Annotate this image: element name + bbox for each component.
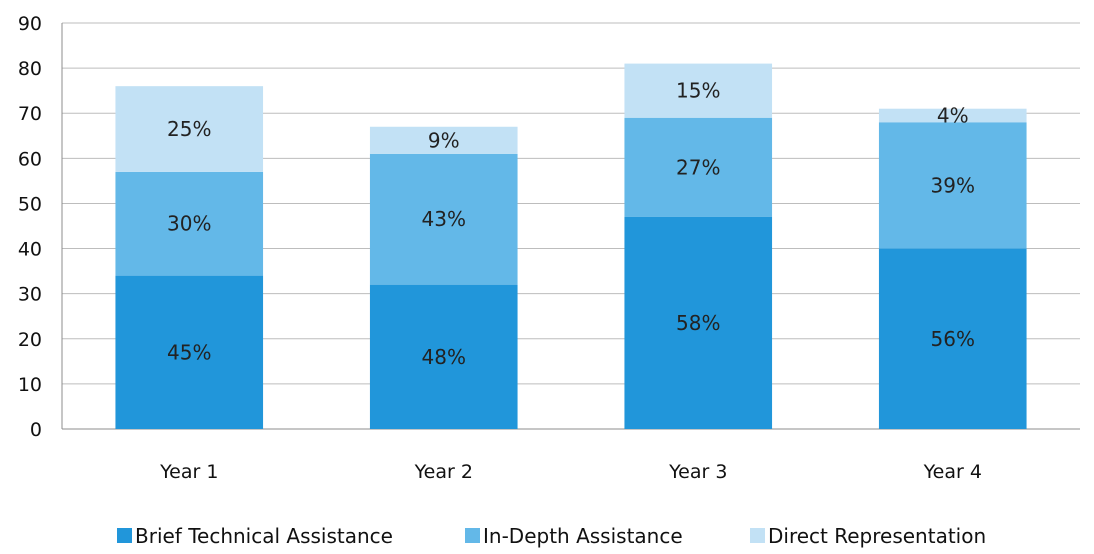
bar-segment	[369, 126, 518, 154]
bar-segment	[115, 275, 264, 429]
y-tick-label: 70	[18, 103, 42, 125]
y-tick-label: 40	[18, 239, 42, 261]
x-category-label: Year 2	[414, 461, 473, 483]
data-labels-layer: 45% 30% 25% 48% 43% 9% 58% 27% 15% 56% 39% 4%	[167, 79, 975, 369]
data-label: 9%	[428, 128, 460, 152]
legend: Brief Technical Assistance In-Depth Assis…	[117, 524, 986, 548]
data-label: 48%	[422, 345, 466, 369]
bar-segment	[624, 63, 773, 118]
bar-segment	[369, 284, 518, 429]
legend-label: In-Depth Assistance	[483, 524, 683, 548]
data-label: 56%	[931, 327, 975, 351]
bar-segment	[115, 86, 264, 172]
x-category-label: Year 4	[923, 461, 982, 483]
y-tick-label: 80	[18, 58, 42, 80]
data-label: 4%	[937, 103, 969, 127]
y-tick-label: 50	[18, 193, 42, 215]
legend-label: Brief Technical Assistance	[135, 524, 393, 548]
bar-segment	[878, 248, 1027, 429]
data-label: 39%	[931, 173, 975, 197]
bar-segment	[878, 122, 1027, 249]
y-tick-label: 60	[18, 148, 42, 170]
x-category-label: Year 1	[159, 461, 218, 483]
bar-segment	[369, 153, 518, 285]
data-label: 15%	[676, 79, 720, 103]
legend-swatch	[465, 528, 480, 543]
bar-segment	[115, 171, 264, 276]
bar-segment	[878, 108, 1027, 123]
legend-swatch	[750, 528, 765, 543]
data-label: 43%	[422, 207, 466, 231]
x-category-label: Year 3	[668, 461, 727, 483]
bar-segment	[624, 117, 773, 217]
bar-segment	[624, 216, 773, 429]
data-label: 45%	[167, 340, 211, 364]
axis-layer: 0 10 20 30 40 50 60 70 80 90 Year 1 Year 2 Year 3 Yea…	[18, 13, 1080, 483]
y-tick-label: 30	[18, 284, 42, 306]
legend-label: Direct Representation	[768, 524, 986, 548]
y-tick-label: 0	[30, 419, 42, 441]
bars-layer	[115, 63, 1027, 429]
legend-swatch	[117, 528, 132, 543]
data-label: 27%	[676, 155, 720, 179]
y-tick-label: 10	[18, 374, 42, 396]
data-label: 30%	[167, 212, 211, 236]
data-label: 25%	[167, 117, 211, 141]
data-label: 58%	[676, 311, 720, 335]
y-tick-label: 20	[18, 329, 42, 351]
y-tick-label: 90	[18, 13, 42, 35]
